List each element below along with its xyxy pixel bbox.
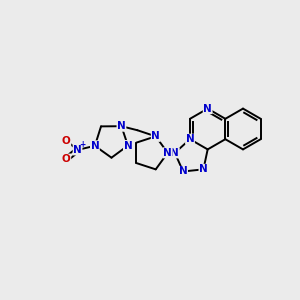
Text: N: N — [199, 164, 208, 174]
Text: N: N — [170, 148, 179, 158]
Text: N: N — [73, 145, 82, 155]
Text: N: N — [186, 134, 194, 144]
Text: N: N — [117, 121, 126, 131]
Text: N: N — [91, 141, 99, 151]
Text: +: + — [79, 140, 85, 149]
Text: N: N — [179, 167, 188, 176]
Text: O: O — [62, 154, 71, 164]
Text: N: N — [124, 141, 132, 151]
Text: N: N — [203, 103, 212, 114]
Text: N: N — [163, 148, 172, 158]
Text: O: O — [62, 136, 71, 146]
Text: N: N — [151, 131, 160, 141]
